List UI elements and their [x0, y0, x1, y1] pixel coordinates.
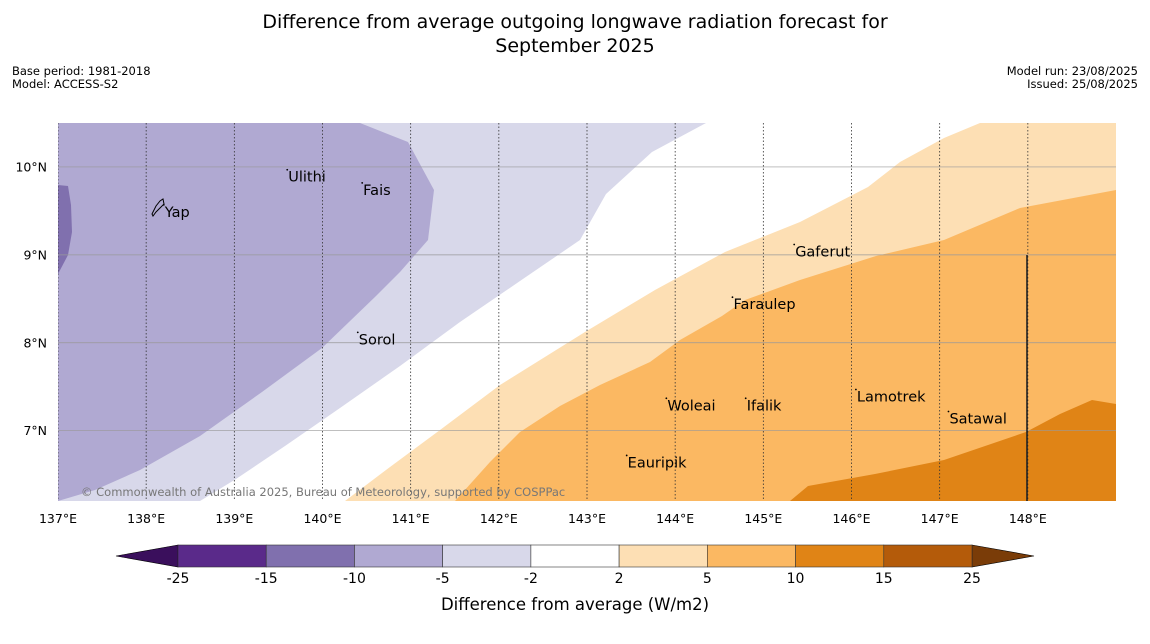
place-marker — [947, 410, 950, 413]
colorbar-swatch — [883, 544, 973, 568]
issued-date: Issued: 25/08/2025 — [1027, 77, 1138, 91]
place-label: Ifalik — [747, 398, 782, 414]
colorbar-tick-label: 25 — [963, 571, 981, 587]
colorbar-tick-label: 15 — [875, 571, 893, 587]
place-label: Yap — [164, 205, 190, 221]
colorbar-swatch — [354, 544, 443, 568]
colorbar-swatch — [795, 544, 885, 568]
place-label: Satawal — [949, 411, 1006, 427]
colorbar: -25 -15 -10 -5 -2 2 5 10 15 25 — [115, 544, 1035, 587]
place-labels: Yap Ulithi Fais Gaferut Faraulep Sorol Lamotre… — [162, 168, 1007, 471]
x-axis-ticks: 137°E 138°E 139°E 140°E 141°E 142°E 143°E 144°E… — [39, 511, 1047, 526]
colorbar-tick-label: -2 — [524, 571, 538, 587]
place-label: Woleai — [667, 398, 715, 414]
y-tick-label: 7°N — [23, 423, 47, 438]
copyright-notice: © Commonwealth of Australia 2025, Bureau… — [81, 485, 565, 499]
model-run: Model run: 23/08/2025 — [1006, 64, 1138, 78]
colorbar-tick-label: 5 — [703, 571, 712, 587]
colorbar-swatch — [707, 544, 796, 568]
colorbar-tick-label: -25 — [167, 571, 190, 587]
colorbar-swatch — [177, 544, 267, 568]
place-label: Ulithi — [288, 170, 326, 186]
y-tick-label: 9°N — [23, 247, 47, 262]
olr-band-10-15 — [790, 400, 1116, 501]
x-tick-label: 138°E — [127, 511, 165, 526]
place-label: Faraulep — [733, 297, 795, 313]
colorbar-tick-label: 2 — [615, 571, 624, 587]
colorbar-over-extend — [971, 544, 1035, 568]
colorbar-tick-label: -5 — [436, 571, 450, 587]
x-tick-label: 143°E — [568, 511, 606, 526]
place-marker — [855, 388, 857, 391]
title-line-1: Difference from average outgoing longwav… — [262, 11, 888, 33]
colorbar-label: Difference from average (W/m2) — [441, 595, 709, 614]
x-tick-label: 141°E — [392, 511, 430, 526]
x-tick-label: 142°E — [480, 511, 518, 526]
place-label: Fais — [363, 183, 390, 199]
base-period: Base period: 1981-2018 — [12, 64, 151, 78]
colorbar-swatch — [442, 544, 532, 568]
place-marker — [625, 454, 628, 457]
y-tick-label: 8°N — [23, 335, 47, 350]
map-title: Difference from average outgoing longwav… — [0, 10, 1150, 58]
colorbar-swatch — [265, 544, 355, 568]
place-marker — [793, 243, 796, 246]
x-tick-label: 146°E — [832, 511, 870, 526]
olr-band-neg10-neg5 — [58, 123, 434, 501]
colorbar-tick-label: -15 — [255, 571, 278, 587]
x-tick-label: 139°E — [215, 511, 253, 526]
colorbar-tick-label: -10 — [343, 571, 366, 587]
place-label: Gaferut — [795, 244, 850, 260]
place-marker — [665, 397, 668, 400]
place-label: Sorol — [359, 332, 396, 348]
olr-band-5-10 — [455, 190, 1116, 501]
meta-right: Model run: 23/08/2025 Issued: 25/08/2025 — [1007, 65, 1138, 91]
title-line-2: September 2025 — [495, 35, 655, 57]
colorbar-under-extend — [115, 544, 179, 568]
place-marker — [744, 397, 747, 400]
latitude-gridlines — [58, 166, 1116, 432]
place-label: Lamotrek — [857, 390, 926, 406]
x-tick-label: 147°E — [921, 511, 959, 526]
place-marker — [361, 182, 364, 184]
place-marker — [286, 168, 289, 171]
meta-left: Base period: 1981-2018 Model: ACCESS-S2 — [12, 65, 151, 91]
place-marker — [356, 331, 359, 334]
x-tick-label: 137°E — [39, 511, 77, 526]
y-tick-label: 10°N — [15, 159, 47, 174]
place-marker — [731, 296, 734, 299]
yap-island-shape — [151, 198, 165, 217]
longitude-gridlines — [58, 123, 1029, 501]
olr-band-neg15-neg10 — [58, 185, 72, 274]
map-area: Yap Ulithi Fais Gaferut Faraulep Sorol Lamotre… — [58, 123, 1116, 501]
x-tick-label: 144°E — [656, 511, 694, 526]
x-tick-label: 145°E — [744, 511, 782, 526]
colorbar-swatch — [530, 544, 620, 568]
x-tick-label: 140°E — [303, 511, 341, 526]
colorbar-swatch — [618, 544, 708, 568]
x-tick-label: 148°E — [1009, 511, 1047, 526]
model-name: Model: ACCESS-S2 — [12, 77, 119, 91]
colorbar-tick-label: 10 — [787, 571, 805, 587]
place-label: Eauripik — [628, 455, 687, 471]
y-axis-ticks: 10°N 9°N 8°N 7°N — [15, 159, 47, 438]
place-marker — [162, 204, 165, 206]
